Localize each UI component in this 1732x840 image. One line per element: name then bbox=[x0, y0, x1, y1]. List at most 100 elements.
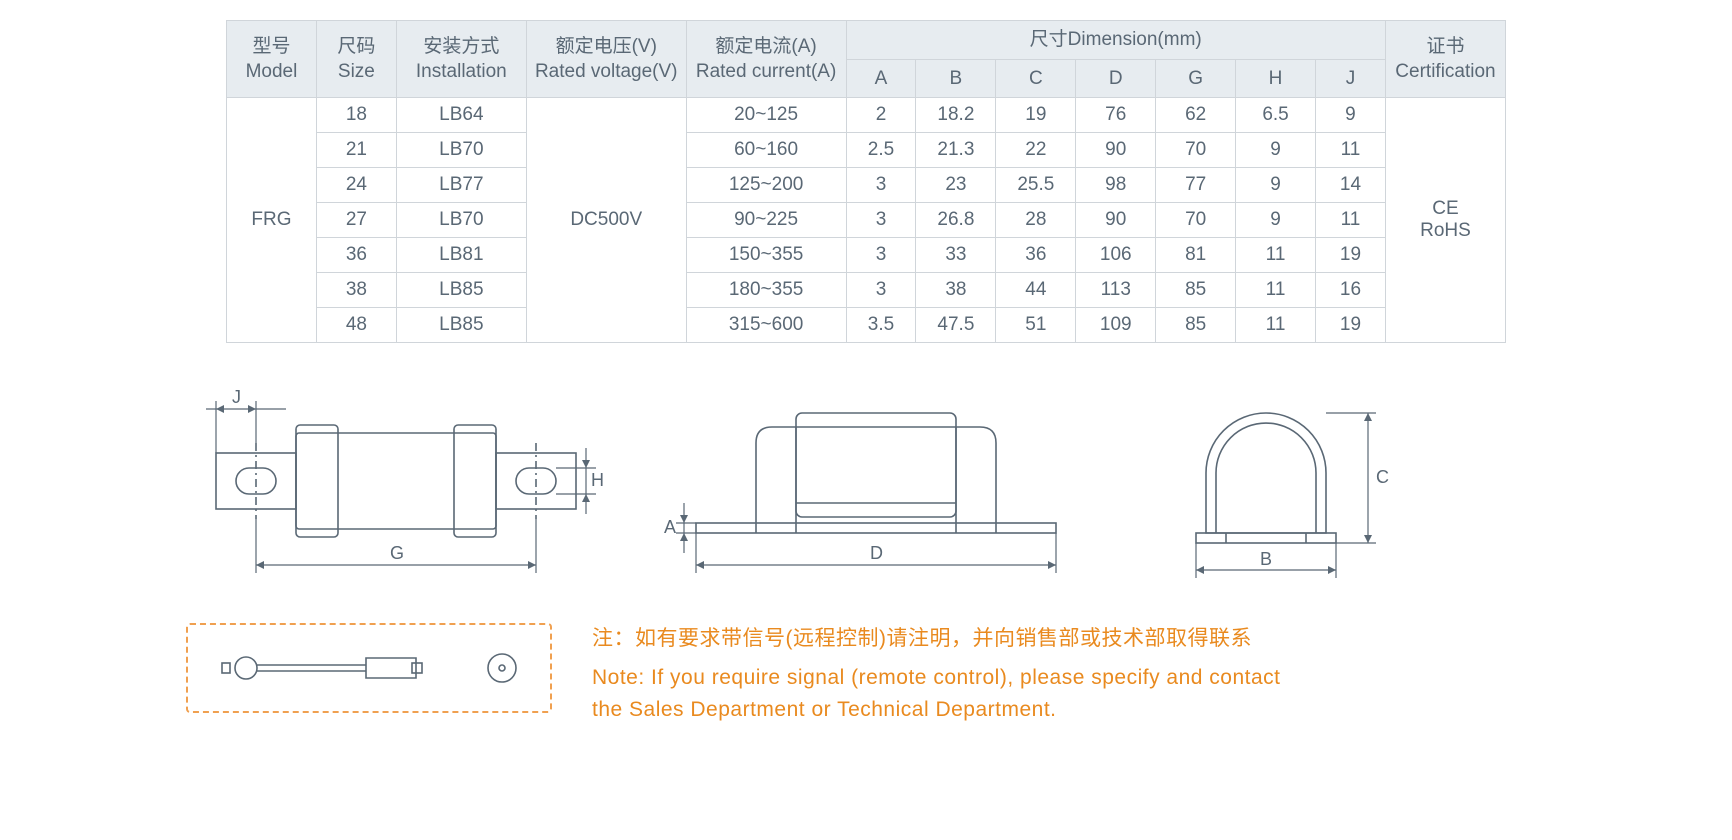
page-wrap: 型号 Model 尺码 Size 安装方式 Installation 额定电压(… bbox=[20, 20, 1712, 727]
cell-install: LB70 bbox=[396, 203, 526, 238]
cell-dim-H: 9 bbox=[1236, 168, 1316, 203]
col-size: 尺码 Size bbox=[316, 21, 396, 98]
cell-dim-G: 62 bbox=[1156, 98, 1236, 133]
cell-size: 21 bbox=[316, 133, 396, 168]
cell-model: FRG bbox=[227, 98, 317, 343]
drawing-top: J H G bbox=[186, 383, 606, 593]
note-en-1: Note: If you require signal (remote cont… bbox=[592, 662, 1281, 695]
col-voltage: 额定电压(V) Rated voltage(V) bbox=[526, 21, 686, 98]
cell-dim-J: 14 bbox=[1316, 168, 1386, 203]
dim-B: B bbox=[1260, 549, 1272, 569]
cell-dim-D: 90 bbox=[1076, 203, 1156, 238]
col-C: C bbox=[996, 59, 1076, 98]
drawing-end: C B bbox=[1146, 383, 1426, 593]
drawings-group: J H G bbox=[186, 383, 1426, 593]
col-D: D bbox=[1076, 59, 1156, 98]
col-model-en: Model bbox=[231, 59, 312, 85]
dim-H: H bbox=[591, 470, 604, 490]
signal-diagram-box bbox=[186, 623, 552, 713]
cell-dim-A: 2 bbox=[846, 98, 916, 133]
cell-dim-G: 70 bbox=[1156, 133, 1236, 168]
cell-dim-J: 9 bbox=[1316, 98, 1386, 133]
cell-install: LB77 bbox=[396, 168, 526, 203]
cell-dim-C: 22 bbox=[996, 133, 1076, 168]
dim-D: D bbox=[870, 543, 883, 563]
cell-dim-H: 9 bbox=[1236, 203, 1316, 238]
cell-dim-B: 18.2 bbox=[916, 98, 996, 133]
table-row: 48LB85315~6003.547.551109851119 bbox=[227, 308, 1506, 343]
cell-dim-J: 16 bbox=[1316, 273, 1386, 308]
cell-dim-A: 3 bbox=[846, 203, 916, 238]
cell-voltage: DC500V bbox=[526, 98, 686, 343]
cell-dim-J: 11 bbox=[1316, 133, 1386, 168]
cell-dim-D: 109 bbox=[1076, 308, 1156, 343]
cell-cert: CERoHS bbox=[1385, 98, 1505, 343]
cell-install: LB64 bbox=[396, 98, 526, 133]
cell-dim-C: 19 bbox=[996, 98, 1076, 133]
cell-install: LB70 bbox=[396, 133, 526, 168]
cell-dim-J: 11 bbox=[1316, 203, 1386, 238]
cell-dim-G: 81 bbox=[1156, 238, 1236, 273]
cell-dim-B: 38 bbox=[916, 273, 996, 308]
cell-dim-A: 3.5 bbox=[846, 308, 916, 343]
signal-diagram bbox=[216, 643, 426, 693]
cell-dim-B: 26.8 bbox=[916, 203, 996, 238]
col-size-en: Size bbox=[321, 59, 392, 85]
cell-dim-C: 36 bbox=[996, 238, 1076, 273]
cell-current: 150~355 bbox=[686, 238, 846, 273]
dim-G: G bbox=[390, 543, 404, 563]
cell-current: 315~600 bbox=[686, 308, 846, 343]
signal-end-view bbox=[482, 643, 522, 693]
note-zh: 注：如有要求带信号(远程控制)请注明，并向销售部或技术部取得联系 bbox=[592, 623, 1281, 656]
cell-dim-A: 3 bbox=[846, 168, 916, 203]
table-row: 36LB81150~35533336106811119 bbox=[227, 238, 1506, 273]
cell-size: 24 bbox=[316, 168, 396, 203]
col-cert: 证书 Certification bbox=[1385, 21, 1505, 98]
drawings-row: J H G bbox=[186, 383, 1546, 593]
col-B: B bbox=[916, 59, 996, 98]
cell-current: 125~200 bbox=[686, 168, 846, 203]
cell-size: 48 bbox=[316, 308, 396, 343]
col-voltage-en: Rated voltage(V) bbox=[531, 59, 682, 85]
dim-C: C bbox=[1376, 467, 1389, 487]
cell-dim-H: 6.5 bbox=[1236, 98, 1316, 133]
col-voltage-zh: 额定电压(V) bbox=[531, 34, 682, 60]
cell-size: 18 bbox=[316, 98, 396, 133]
header-row-1: 型号 Model 尺码 Size 安装方式 Installation 额定电压(… bbox=[227, 21, 1506, 60]
dim-A: A bbox=[664, 517, 676, 537]
cell-size: 38 bbox=[316, 273, 396, 308]
cell-dim-D: 76 bbox=[1076, 98, 1156, 133]
cell-dim-A: 3 bbox=[846, 273, 916, 308]
cert-line: CE bbox=[1390, 198, 1501, 220]
col-install-zh: 安装方式 bbox=[401, 34, 522, 60]
col-G: G bbox=[1156, 59, 1236, 98]
cell-dim-J: 19 bbox=[1316, 238, 1386, 273]
notes-block: 注：如有要求带信号(远程控制)请注明，并向销售部或技术部取得联系 Note: I… bbox=[592, 623, 1281, 727]
cell-dim-H: 11 bbox=[1236, 238, 1316, 273]
table-row: 38LB85180~35533844113851116 bbox=[227, 273, 1506, 308]
cell-dim-H: 11 bbox=[1236, 308, 1316, 343]
col-current-zh: 额定电流(A) bbox=[691, 34, 842, 60]
col-cert-en: Certification bbox=[1390, 59, 1501, 85]
cell-dim-G: 70 bbox=[1156, 203, 1236, 238]
note-en-2: the Sales Department or Technical Depart… bbox=[592, 694, 1281, 727]
table-row: 27LB7090~225326.8289070911 bbox=[227, 203, 1506, 238]
cell-current: 180~355 bbox=[686, 273, 846, 308]
col-current: 额定电流(A) Rated current(A) bbox=[686, 21, 846, 98]
cell-dim-B: 21.3 bbox=[916, 133, 996, 168]
col-model: 型号 Model bbox=[227, 21, 317, 98]
col-install: 安装方式 Installation bbox=[396, 21, 526, 98]
cell-dim-G: 85 bbox=[1156, 273, 1236, 308]
table-row: 21LB7060~1602.521.3229070911 bbox=[227, 133, 1506, 168]
cell-dim-D: 98 bbox=[1076, 168, 1156, 203]
cell-current: 90~225 bbox=[686, 203, 846, 238]
cell-dim-H: 9 bbox=[1236, 133, 1316, 168]
table-row: 24LB77125~20032325.59877914 bbox=[227, 168, 1506, 203]
cell-dim-H: 11 bbox=[1236, 273, 1316, 308]
cell-dim-C: 44 bbox=[996, 273, 1076, 308]
cell-dim-B: 33 bbox=[916, 238, 996, 273]
cert-line: RoHS bbox=[1390, 220, 1501, 242]
cell-dim-D: 90 bbox=[1076, 133, 1156, 168]
cell-size: 27 bbox=[316, 203, 396, 238]
table-row: FRG18LB64DC500V20~125218.21976626.59CERo… bbox=[227, 98, 1506, 133]
